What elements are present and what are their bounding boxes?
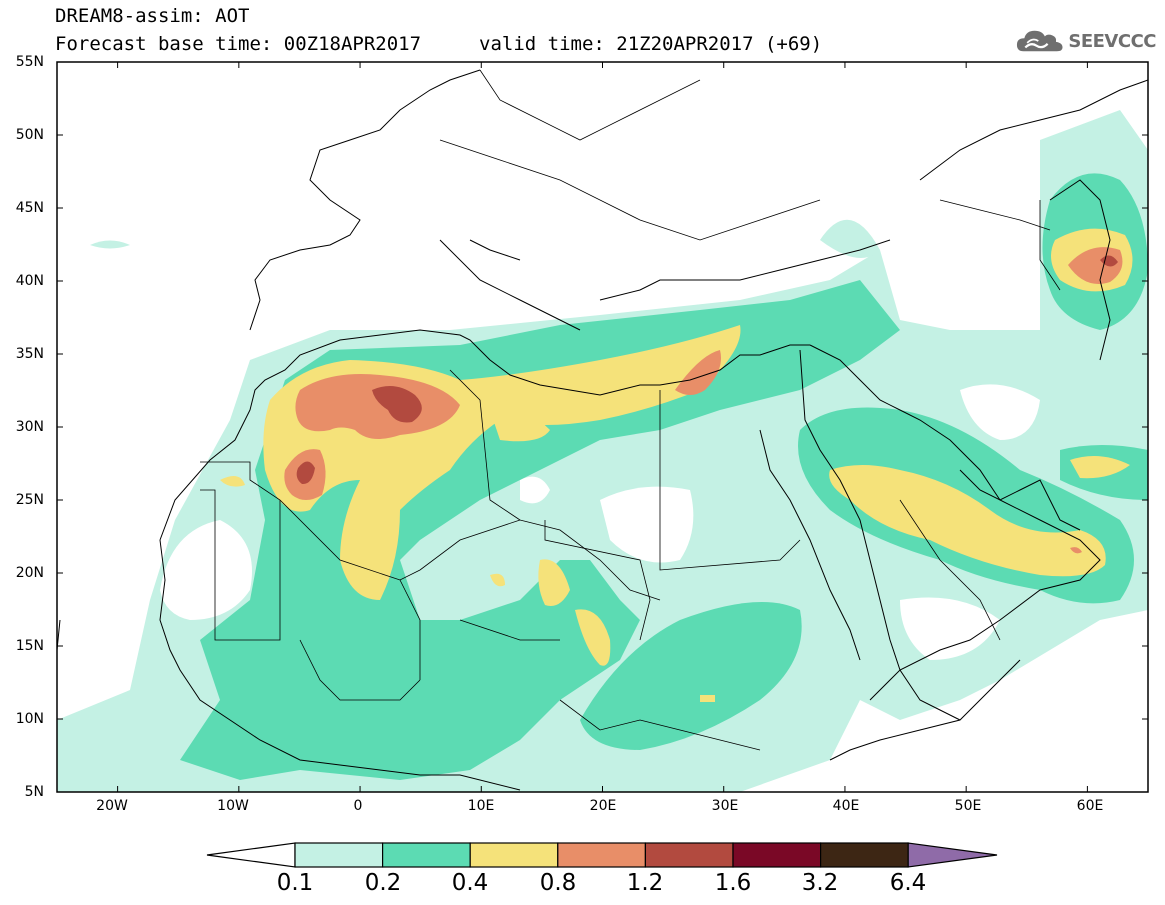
axis-ticks [57,62,1148,792]
colorbar-label: 0.4 [451,870,489,896]
country-borders [200,69,1061,751]
lon-label: 10E [467,798,495,814]
forecast-times: Forecast base time: 00Z18APR2017 valid ti… [55,33,822,55]
colorbar-segment [644,842,734,868]
colorbar-segment [557,842,646,868]
base-time: Forecast base time: 00Z18APR2017 [55,33,422,55]
lat-label: 20N [15,565,44,581]
colorbar-label: 0.1 [276,870,314,896]
colorbar-segment [382,842,471,868]
cloud-icon [1016,30,1063,52]
lon-label: 0 [353,798,363,814]
lat-label: 5N [24,784,44,800]
lat-label: 25N [15,492,44,508]
colorbar-label: 6.4 [889,870,927,896]
lon-label: 60E [1076,798,1104,814]
logo-text: SEEVCCC [1068,30,1156,52]
colorbar-segment [294,842,384,868]
lat-label: 30N [15,419,44,435]
lat-label: 35N [15,346,44,362]
colorbar-high-arrow [907,842,998,868]
aot-contours [57,110,1148,792]
colorbar-label: 3.2 [801,870,839,896]
colorbar-segment [819,842,909,868]
lon-label: 20E [589,798,617,814]
lon-label: 10W [217,798,249,814]
lon-label: 30E [711,798,739,814]
lat-label: 45N [15,200,44,216]
colorbar-label: 0.8 [539,870,577,896]
lon-label: 20W [96,798,128,814]
colorbar-label: 0.2 [364,870,402,896]
lon-label: 50E [954,798,982,814]
lon-label: 40E [832,798,860,814]
aot-gaps [160,384,1040,660]
lat-label: 10N [15,711,44,727]
lat-label: 55N [15,54,44,70]
chart-title: DREAM8-assim: AOT [55,5,250,27]
valid-time: valid time: 21Z20APR2017 (+69) [479,33,823,55]
colorbar-segment [469,842,559,868]
colorbar-label: 1.6 [714,870,752,896]
seevccc-logo: SEEVCCC [1016,23,1156,59]
aot-band-1.2 [296,255,1118,485]
colorbar [206,842,998,868]
lat-label: 15N [15,638,44,654]
lat-label: 40N [15,273,44,289]
colorbar-label: 1.2 [626,870,664,896]
colorbar-low-arrow [206,842,296,868]
colorbar-segment [732,842,822,868]
lat-label: 50N [15,127,44,143]
